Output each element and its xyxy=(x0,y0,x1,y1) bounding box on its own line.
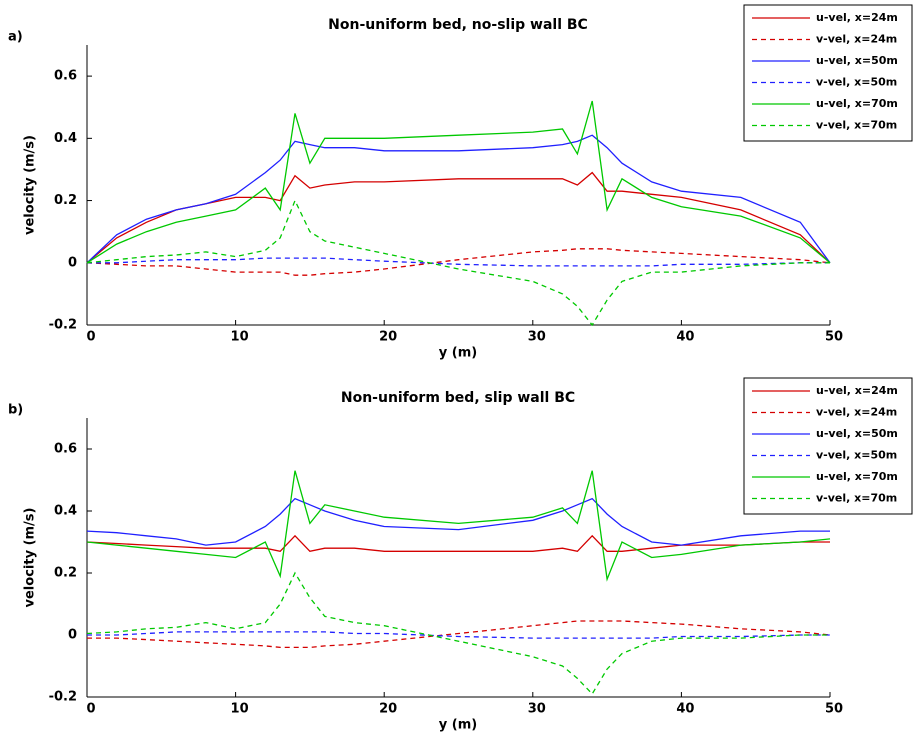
y-tick-label: 0.2 xyxy=(54,566,77,581)
series-line xyxy=(87,620,831,649)
y-tick-label: 0.6 xyxy=(54,69,77,84)
y-tick-label: 0 xyxy=(68,628,77,643)
series-line xyxy=(86,497,830,546)
y-tick-label: 0 xyxy=(68,255,77,270)
x-tick-label: 10 xyxy=(231,702,249,717)
legend-label: u-vel, x=50m xyxy=(816,427,898,440)
x-tick-label: 20 xyxy=(379,330,397,345)
legend-label: u-vel, x=24m xyxy=(816,11,898,24)
series-line xyxy=(86,198,830,327)
x-tick-label: 0 xyxy=(86,330,95,345)
chart-title: Non-uniform bed, no-slip wall BC xyxy=(328,17,588,33)
series-line xyxy=(86,571,830,695)
x-tick-label: 0 xyxy=(86,702,95,717)
x-axis-label: y (m) xyxy=(439,346,477,361)
y-axis-label: velocity (m/s) xyxy=(23,135,38,235)
chart-title: Non-uniform bed, slip wall BC xyxy=(341,390,575,406)
series-line xyxy=(86,100,831,264)
y-tick-label: 0.4 xyxy=(54,131,77,146)
x-tick-label: 10 xyxy=(231,330,249,345)
x-tick-label: 50 xyxy=(825,330,843,345)
series-line xyxy=(86,134,831,264)
series-line xyxy=(87,257,830,267)
legend-label: u-vel, x=24m xyxy=(816,384,898,397)
x-tick-label: 40 xyxy=(676,330,694,345)
x-tick-label: 40 xyxy=(676,702,694,717)
x-axis-label: y (m) xyxy=(439,718,477,733)
legend-label: u-vel, x=70m xyxy=(816,97,898,110)
legend-label: u-vel, x=50m xyxy=(816,54,898,67)
y-axis-label: velocity (m/s) xyxy=(23,508,38,608)
x-tick-label: 30 xyxy=(528,702,546,717)
y-tick-label: 0.6 xyxy=(54,442,77,457)
legend-label: v-vel, x=24m xyxy=(816,33,897,46)
legend-label: v-vel, x=50m xyxy=(816,76,897,89)
y-tick-label: 0.2 xyxy=(54,193,77,208)
y-tick-label: -0.2 xyxy=(49,318,77,333)
series-line xyxy=(86,248,831,276)
legend-box xyxy=(743,4,913,142)
y-tick-label: -0.2 xyxy=(49,690,77,705)
x-tick-label: 20 xyxy=(379,702,397,717)
legend-label: u-vel, x=70m xyxy=(816,470,898,483)
panel-label: a) xyxy=(8,30,23,45)
series-line xyxy=(87,631,830,639)
series-line xyxy=(86,534,830,553)
y-tick-label: 0.4 xyxy=(54,504,77,519)
legend-box xyxy=(743,377,913,515)
legend-label: v-vel, x=24m xyxy=(816,406,897,419)
legend-label: v-vel, x=70m xyxy=(816,119,897,132)
legend-label: v-vel, x=70m xyxy=(816,492,897,505)
x-tick-label: 50 xyxy=(825,702,843,717)
series-line xyxy=(86,470,831,582)
legend-label: v-vel, x=50m xyxy=(816,449,897,462)
x-tick-label: 30 xyxy=(528,330,546,345)
panel-label: b) xyxy=(8,403,23,418)
